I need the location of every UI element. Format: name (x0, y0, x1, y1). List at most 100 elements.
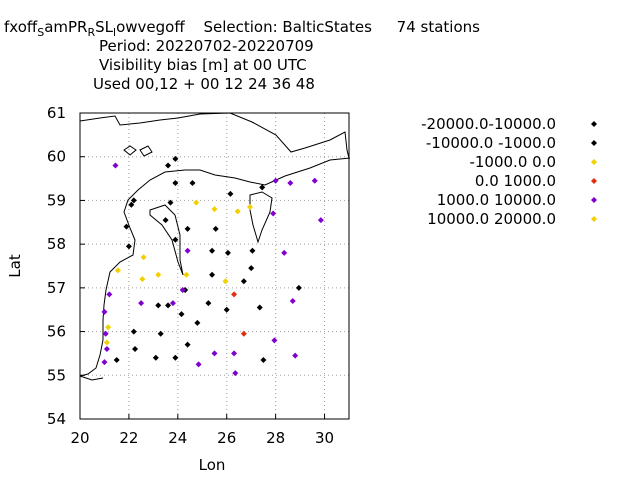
station-marker (167, 199, 174, 206)
station-marker (179, 287, 186, 294)
used-label: Used 00,12 + 00 12 24 36 48 (93, 75, 315, 93)
station-marker (295, 284, 302, 291)
experiment-part-2: amPR (44, 18, 88, 36)
station-marker (289, 297, 296, 304)
station-marker (165, 302, 172, 309)
station-marker (212, 225, 219, 232)
y-tick-labels: 54 55 56 57 58 59 60 61 (47, 104, 66, 428)
station-marker (189, 179, 196, 186)
legend-marker (591, 140, 597, 146)
legend-marker (591, 121, 597, 127)
station-marker (172, 236, 179, 243)
station-marker (125, 243, 132, 250)
station-marker (311, 177, 318, 184)
legend-label: 0.0 1000.0 (475, 172, 556, 190)
station-marker (139, 276, 146, 283)
x-tick-label: 28 (266, 429, 285, 447)
x-tick-label: 24 (168, 429, 187, 447)
station-marker (240, 330, 247, 337)
station-marker (155, 271, 162, 278)
station-marker (224, 249, 231, 256)
station-marker (231, 350, 238, 357)
station-marker (162, 217, 169, 224)
y-tick-label: 54 (47, 410, 66, 428)
experiment-name: fxoff (4, 18, 38, 36)
station-marker (270, 210, 277, 217)
station-marker (165, 162, 172, 169)
legend-marker (591, 197, 597, 203)
station-marker (287, 179, 294, 186)
station-marker (172, 155, 179, 162)
stations-count: 74 stations (396, 18, 480, 36)
station-marker (113, 356, 120, 363)
station-marker (227, 190, 234, 197)
coastline (79, 112, 351, 381)
station-marker (281, 249, 288, 256)
station-marker (157, 330, 164, 337)
station-marker (193, 199, 200, 206)
station-marker (209, 271, 216, 278)
station-marker (223, 306, 230, 313)
legend: -20000.0-10000.0-10000.0 -1000.0-1000.0 … (421, 115, 597, 228)
station-marker (138, 300, 145, 307)
station-marker (105, 324, 112, 331)
station-marker (248, 265, 255, 272)
y-tick-label: 57 (47, 279, 66, 297)
station-marker (272, 177, 279, 184)
x-tick-label: 30 (315, 429, 334, 447)
chart-title-line-1: fxoffSamPRRSLlowvegoff Selection: Baltic… (4, 18, 480, 42)
station-marker (130, 197, 137, 204)
station-marker (240, 278, 247, 285)
station-marker (260, 356, 267, 363)
station-marker (205, 300, 212, 307)
station-marker (271, 337, 278, 344)
station-markers (101, 155, 324, 377)
y-tick-label: 56 (47, 323, 66, 341)
y-tick-label: 61 (47, 104, 66, 122)
x-tick-labels: 20 22 24 26 28 30 (70, 429, 334, 447)
legend-marker (591, 159, 597, 165)
y-axis-label: Lat (6, 254, 24, 278)
station-marker (155, 302, 162, 309)
station-marker (234, 208, 241, 215)
station-marker (152, 354, 159, 361)
station-marker (140, 254, 147, 261)
station-marker (132, 346, 139, 353)
x-tick-label: 26 (217, 429, 236, 447)
station-marker (102, 330, 109, 337)
station-marker (103, 339, 110, 346)
grid-lines (79, 112, 349, 420)
legend-label: -10000.0 -1000.0 (426, 134, 556, 152)
station-marker (169, 300, 176, 307)
station-marker (178, 311, 185, 318)
legend-label: 10000.0 20000.0 (427, 210, 556, 228)
station-marker (195, 361, 202, 368)
station-marker (194, 319, 201, 326)
subscript-1: S (37, 26, 45, 39)
y-tick-label: 60 (47, 148, 66, 166)
station-marker (232, 370, 239, 377)
station-marker (101, 308, 108, 315)
station-marker (256, 304, 263, 311)
period-label: Period: 20220702-20220709 (99, 37, 314, 55)
station-marker (292, 352, 299, 359)
station-marker (249, 247, 256, 254)
station-marker (259, 184, 266, 191)
station-marker (317, 217, 324, 224)
selection-label: Selection: BalticStates (203, 18, 372, 36)
legend-marker (591, 178, 597, 184)
y-tick-label: 55 (47, 366, 66, 384)
x-axis-label: Lon (199, 456, 226, 474)
station-marker (209, 247, 216, 254)
legend-label: -1000.0 0.0 (469, 153, 556, 171)
experiment-part-4: owvegoff (116, 18, 185, 36)
station-marker (112, 162, 119, 169)
station-marker (211, 206, 218, 213)
station-marker (222, 278, 229, 285)
station-marker (231, 291, 238, 298)
legend-label: 1000.0 10000.0 (437, 191, 556, 209)
x-tick-label: 20 (70, 429, 89, 447)
station-marker (106, 291, 113, 298)
station-marker (130, 328, 137, 335)
station-marker (184, 341, 191, 348)
